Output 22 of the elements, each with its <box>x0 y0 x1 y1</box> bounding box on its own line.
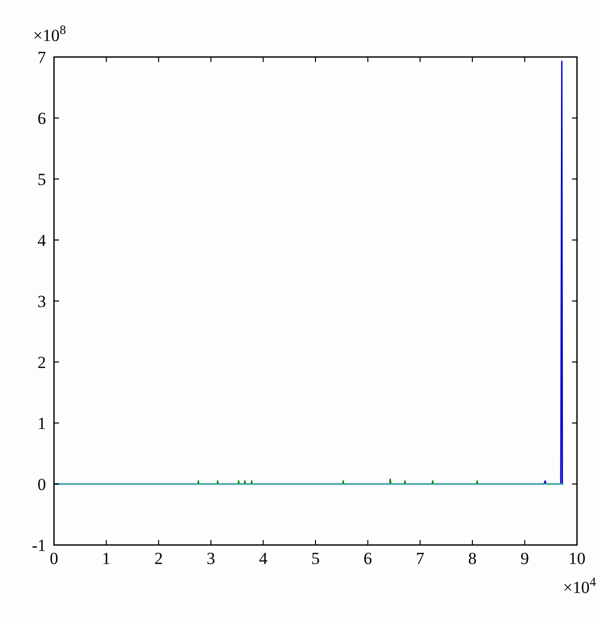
y-tick-label: -1 <box>32 536 46 555</box>
y-tick-label: 1 <box>38 414 46 433</box>
x-tick-label: 4 <box>258 549 268 568</box>
x-tick-label: 3 <box>206 549 216 568</box>
x-tick-label: 1 <box>102 549 111 568</box>
y-tick-label: 5 <box>38 170 46 189</box>
x-tick-label: 7 <box>416 549 425 568</box>
y-tick-label: 7 <box>38 48 46 67</box>
x-tick-label: 0 <box>50 549 58 568</box>
y-tick-label: 6 <box>38 108 46 128</box>
text: ×10$^{4}$ <box>563 575 597 597</box>
y-tick-label: 4 <box>38 230 46 250</box>
x-tick-label: 5 <box>311 549 320 568</box>
x-tick-label: 8 <box>468 549 477 568</box>
x-tick-label: 2 <box>154 549 163 568</box>
x-tick-label: 10 <box>568 549 586 568</box>
x-tick-label: 9 <box>520 549 529 568</box>
y-tick-label: 3 <box>38 292 46 311</box>
y-tick-label: 2 <box>38 352 46 372</box>
x-tick-label: 6 <box>364 549 372 568</box>
y-tick-label: 0 <box>38 474 46 494</box>
text: ×10$^{8}$ <box>33 23 66 45</box>
